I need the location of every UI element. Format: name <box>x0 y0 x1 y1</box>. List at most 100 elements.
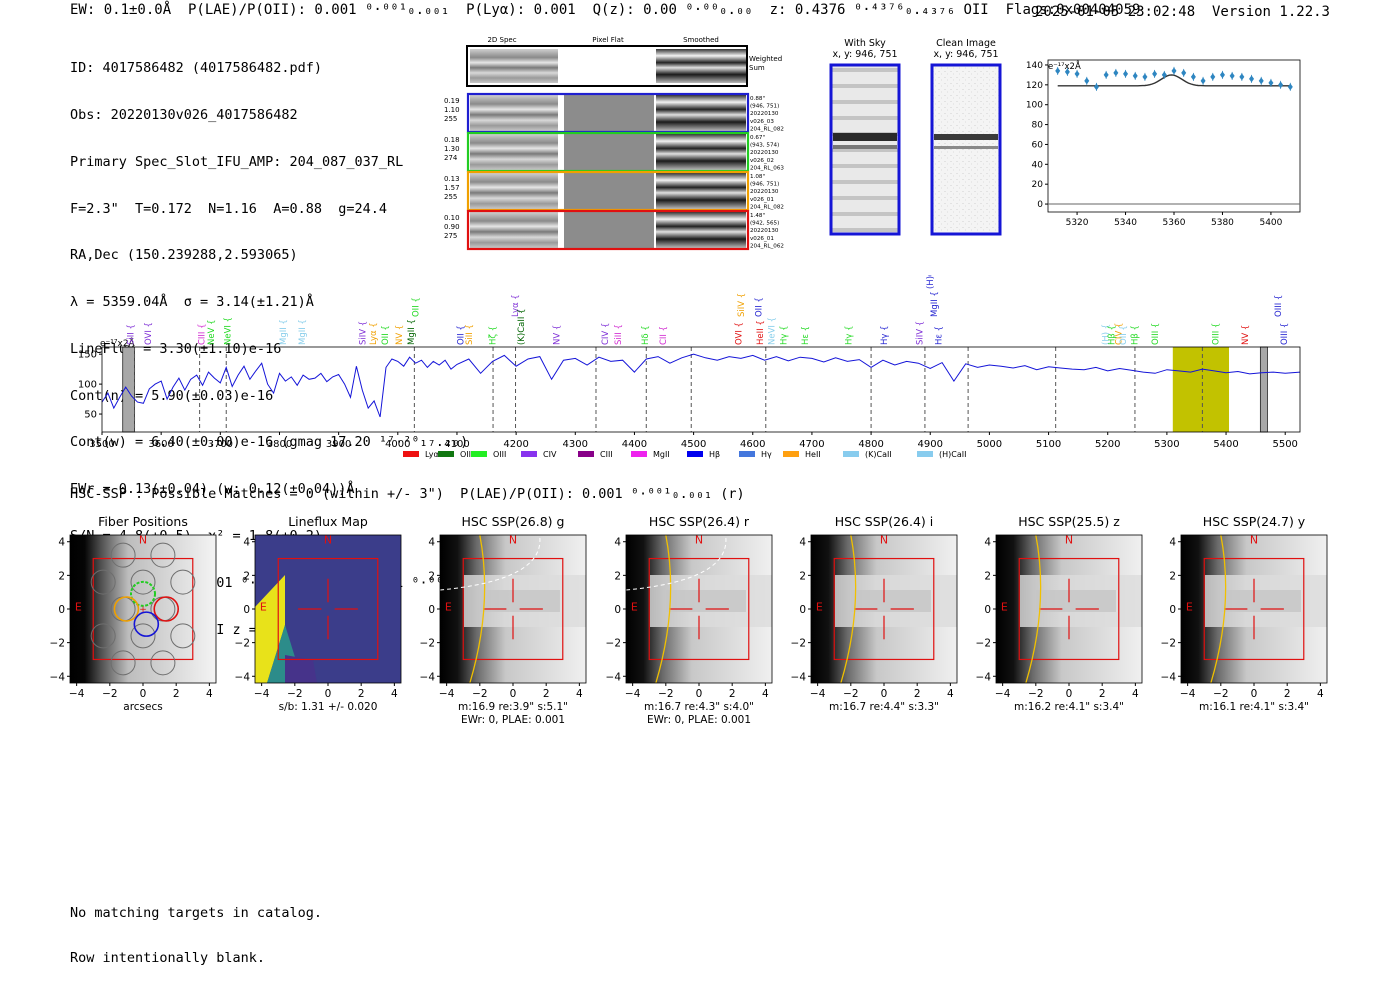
col-title-pixelflat: Pixel Flat <box>592 36 624 44</box>
aperture-box <box>648 557 750 661</box>
zoom-point <box>1074 70 1080 78</box>
hsc-ellipse <box>1210 534 1227 684</box>
panel-ytick-label: 2 <box>799 570 806 582</box>
row-meta: 0.67" <box>750 135 765 141</box>
panel-xtick-label: 2 <box>1099 688 1106 700</box>
main-ylabel: e⁻¹⁷x2Å <box>100 337 136 349</box>
emission-line-label: SiII { <box>614 324 624 345</box>
row-2dspec <box>470 212 558 248</box>
zoom-point <box>1103 71 1109 79</box>
emission-line-label: OIII { <box>1274 295 1284 317</box>
zoom-point <box>1229 72 1235 80</box>
fiber-circle <box>150 542 176 568</box>
fiber-circle <box>170 623 196 649</box>
zoom-point <box>1132 72 1138 80</box>
panel-xtick-label: −2 <box>472 688 487 700</box>
row-smoothed <box>656 173 746 209</box>
main-xtick-label: 5400 <box>1213 439 1238 450</box>
zoom-point <box>1084 77 1090 85</box>
panel-xtick-label: −4 <box>69 688 85 700</box>
panel-xtick-label: −2 <box>843 688 858 700</box>
panel-caption: m:16.9 re:3.9" s:5.1" <box>458 701 568 713</box>
emission-line-label: (H) { <box>1101 324 1111 345</box>
emission-line-label: OII { <box>755 297 765 317</box>
zoom-point <box>1210 73 1216 81</box>
east-label: E <box>75 601 82 614</box>
info-line: LineFlux = 3.30(±1.10)e-16 <box>70 340 282 357</box>
datetime-version: 2025-01-05 23:02:48 Version 1.22.3 <box>1034 4 1330 20</box>
fiber-blue <box>133 611 160 637</box>
north-label: N <box>1250 533 1258 546</box>
emission-line-label: Hβ { <box>1130 325 1140 345</box>
emission-line-label: Hδ { <box>641 325 651 345</box>
panel-ytick-label: −4 <box>606 671 622 683</box>
main-xtick-label: 5100 <box>1036 439 1061 450</box>
legend-label: MgII <box>653 450 670 459</box>
emission-line-label: SiIV { <box>358 321 368 345</box>
info-line: Cont(w) = 6.40(±0.00)e-16 (gmag 17.20 ¹⁷… <box>70 434 469 451</box>
zoom-chart: e⁻¹⁷x2Å 0 20 40 60 80 100 120 140 5320 5340 5360 53… <box>1026 59 1301 228</box>
panel-ytick-label: −4 <box>976 671 992 683</box>
legend-swatch <box>471 451 487 457</box>
cutout-images <box>829 63 1002 236</box>
panel-ytick-label: 4 <box>984 537 991 549</box>
panel-xtick-label: 0 <box>325 688 332 700</box>
panel-title: Fiber Positions <box>98 514 188 529</box>
emission-line-label: NeV { <box>207 319 217 345</box>
emission-line-label: Hε { <box>935 326 945 345</box>
panel-ytick-label: −4 <box>235 671 251 683</box>
panel-xtick-label: −4 <box>1180 688 1196 700</box>
main-xtick-label: 4700 <box>799 439 824 450</box>
panel-ytick-label: 0 <box>799 604 806 616</box>
row-meta: 20220130 <box>750 189 779 195</box>
panel-ytick-label: 0 <box>428 604 435 616</box>
emission-line-label: SiII { <box>465 324 475 345</box>
row-meta: 204_RL_082 <box>750 126 784 132</box>
emission-line-label: HeII { <box>756 320 766 345</box>
row-meta: 204_RL_062 <box>750 243 784 249</box>
zoom-point <box>1200 77 1206 85</box>
zoom-ytick-label: 0 <box>1037 200 1043 210</box>
fiber-circle <box>110 650 136 676</box>
panel-xtick-label: 2 <box>914 688 921 700</box>
masked-region <box>1259 346 1268 433</box>
panel-ytick-label: 2 <box>1169 570 1176 582</box>
row-stat: 0.19 <box>444 97 460 105</box>
panel-caption-2: EWr: 0, PLAE: 0.001 <box>461 714 565 725</box>
panel-xtick-label: 2 <box>358 688 365 700</box>
info-line: F=2.3" T=0.172 N=1.16 A=0.88 g=24.4 <box>70 200 387 217</box>
galaxy-core <box>1221 590 1301 612</box>
panel-xtick-label: 4 <box>947 688 954 700</box>
emission-line-label: MgII { <box>930 291 940 317</box>
main-xtick-label: 4600 <box>740 439 765 450</box>
emission-line-label: OVI { <box>735 322 745 345</box>
emission-line-label: NV { <box>395 325 405 345</box>
emission-line-label: Lyα { <box>369 322 379 345</box>
panel-caption: arcsecs <box>123 701 162 713</box>
zoom-unit-label: e⁻¹⁷x2Å <box>1048 60 1081 72</box>
zoom-point <box>1190 73 1196 81</box>
panel-ytick-label: 2 <box>614 570 621 582</box>
fiber-orange <box>113 596 140 622</box>
zoom-ytick-label: 120 <box>1026 81 1043 91</box>
emission-line-label: Hε { <box>801 326 811 345</box>
zoom-point <box>1055 67 1061 75</box>
galaxy-core <box>666 590 746 612</box>
panel-ytick-label: 4 <box>58 537 65 549</box>
row-stat: 1.30 <box>444 145 460 153</box>
main-xtick-label: 4900 <box>918 439 943 450</box>
panel-title: HSC SSP(26.4) r <box>649 514 750 529</box>
main-xtick-label: 5000 <box>977 439 1002 450</box>
panel-xtick-label: 4 <box>1317 688 1324 700</box>
zoom-point <box>1161 71 1167 79</box>
aperture-box <box>1203 557 1305 661</box>
hsc-summary: HSC-SSP : Possible Matches = 0 (within +… <box>70 486 745 502</box>
hsc-ellipse <box>655 534 672 684</box>
fiber-circle <box>130 623 156 649</box>
row-2dspec <box>470 134 558 170</box>
legend-swatch <box>783 451 799 457</box>
panel-ytick-label: 0 <box>984 604 991 616</box>
north-label: N <box>139 533 147 546</box>
row-stat: 275 <box>444 232 457 240</box>
east-label: E <box>631 601 638 614</box>
